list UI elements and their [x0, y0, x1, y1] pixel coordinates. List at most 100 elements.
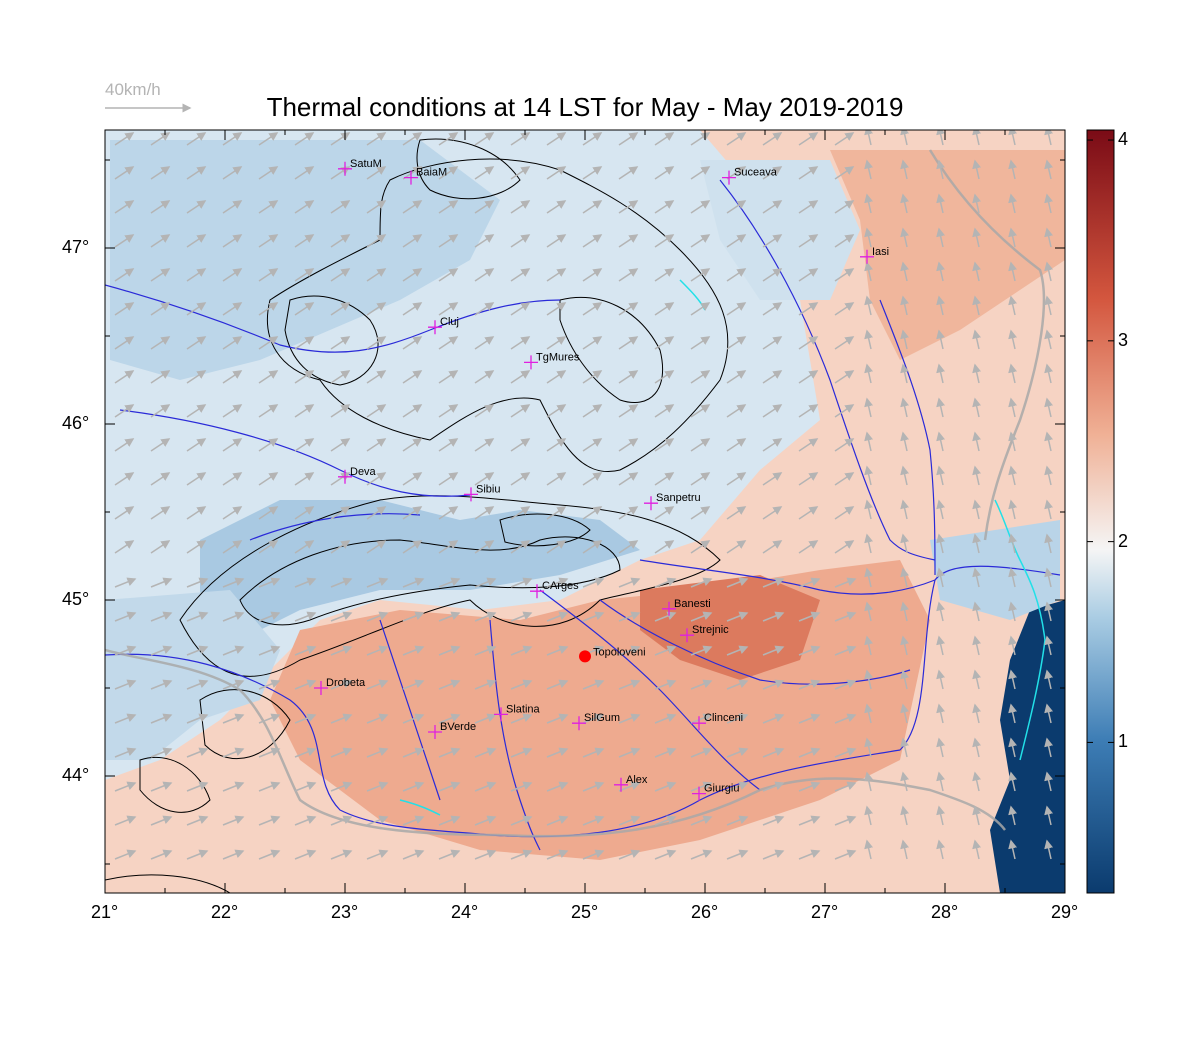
wind-arrow: [510, 336, 531, 350]
wind-arrow: [798, 781, 821, 792]
wind-arrow: [546, 781, 569, 792]
wind-arrow: [330, 781, 353, 792]
wind-arrow: [510, 506, 531, 520]
wind-arrow: [936, 397, 946, 418]
wind-arrow: [474, 781, 497, 792]
wind-arrow: [690, 268, 711, 282]
station-cross-icon: [404, 170, 418, 185]
wind-arrow: [474, 166, 495, 180]
wind-arrow: [294, 713, 317, 724]
wind-arrow: [150, 679, 173, 690]
wind-arrow: [114, 132, 135, 146]
wind-arrow: [510, 302, 531, 316]
wind-arrow: [762, 577, 785, 588]
wind-arrow: [618, 132, 639, 146]
wind-arrow: [972, 839, 982, 860]
wind-arrow: [402, 540, 423, 554]
wind-arrow: [1008, 805, 1018, 826]
wind-arrow: [690, 336, 711, 350]
wind-arrow: [582, 268, 603, 282]
wind-arrow: [546, 472, 567, 486]
station-marker: Alex: [614, 774, 648, 792]
station-label: TgMures: [536, 351, 580, 363]
wind-arrow: [834, 132, 855, 146]
wind-arrow: [936, 193, 946, 214]
wind-arrow: [294, 781, 317, 792]
wind-arrow: [762, 506, 783, 520]
wind-arrow: [618, 166, 639, 180]
station-marker: SatuM: [338, 158, 382, 176]
wind-arrow: [618, 268, 639, 282]
wind-arrow: [726, 268, 747, 282]
wind-arrow: [834, 713, 857, 724]
wind-arrow: [900, 193, 910, 214]
wind-arrow: [726, 302, 747, 316]
wind-arrow: [294, 747, 317, 758]
wind-arrow: [834, 611, 857, 622]
wind-arrow: [330, 438, 351, 452]
wind-arrow: [546, 302, 567, 316]
wind-arrow: [618, 438, 639, 452]
wind-arrow: [546, 370, 567, 384]
wind-arrow: [258, 132, 279, 146]
wind-arrow: [654, 815, 677, 826]
wind-arrow: [834, 404, 855, 418]
wind-arrow: [690, 302, 711, 316]
wind-arrow: [294, 132, 315, 146]
station-cross-icon: [692, 786, 706, 801]
wind-arrow: [864, 295, 874, 316]
wind-arrow: [1008, 601, 1018, 622]
colorbar-tick-label: 3: [1118, 329, 1129, 350]
wind-arrow: [900, 130, 910, 146]
wind-arrow: [798, 506, 819, 520]
wind-arrow: [654, 713, 677, 724]
colorbar-tick-label: 1: [1118, 731, 1129, 752]
wind-arrow: [330, 645, 353, 656]
wind-arrow: [258, 747, 281, 758]
wind-arrow: [150, 438, 171, 452]
wind-arrow: [438, 611, 461, 622]
wind-arrow: [150, 781, 173, 792]
wind-arrow: [222, 404, 243, 418]
wind-arrow: [114, 166, 135, 180]
station-marker: SilGum: [572, 712, 620, 731]
lon-tick-label: 29°: [1051, 902, 1079, 922]
station-cross-icon: [662, 601, 676, 616]
wind-arrow: [582, 302, 603, 316]
wind-arrow: [798, 336, 819, 350]
wind-arrow: [114, 781, 137, 792]
cool-region-southwest: [105, 590, 280, 760]
wind-arrow: [834, 645, 857, 656]
wind-arrow: [438, 404, 459, 418]
wind-arrow: [546, 200, 567, 214]
wind-arrow: [1008, 669, 1018, 690]
wind-arrow: [864, 635, 874, 656]
wind-arrow: [762, 747, 785, 758]
wind-arrow: [438, 234, 459, 248]
wind-arrow: [654, 781, 677, 792]
wind-arrow: [618, 611, 641, 622]
wind-arrow: [582, 713, 605, 724]
station-cross-icon: [338, 469, 352, 484]
wind-arrow: [402, 611, 425, 622]
wind-arrow: [474, 506, 495, 520]
wind-arrow: [900, 295, 910, 316]
wind-arrow: [582, 781, 605, 792]
wind-arrow: [510, 645, 533, 656]
wind-arrow: [366, 336, 387, 350]
wind-arrow: [972, 130, 982, 146]
wind-arrow: [726, 849, 749, 860]
station-label: Slatina: [506, 703, 541, 715]
wind-arrow: [150, 506, 171, 520]
wind-arrow: [330, 268, 351, 282]
station-cross-icon: [494, 707, 508, 722]
wind-arrow: [186, 234, 207, 248]
wind-arrow: [936, 703, 946, 724]
wind-arrow: [618, 234, 639, 248]
wind-arrow: [474, 370, 495, 384]
wind-arrow: [510, 781, 533, 792]
wind-arrow: [150, 370, 171, 384]
wind-arrow: [936, 635, 946, 656]
wind-arrow: [294, 679, 317, 690]
wind-arrow: [402, 713, 425, 724]
